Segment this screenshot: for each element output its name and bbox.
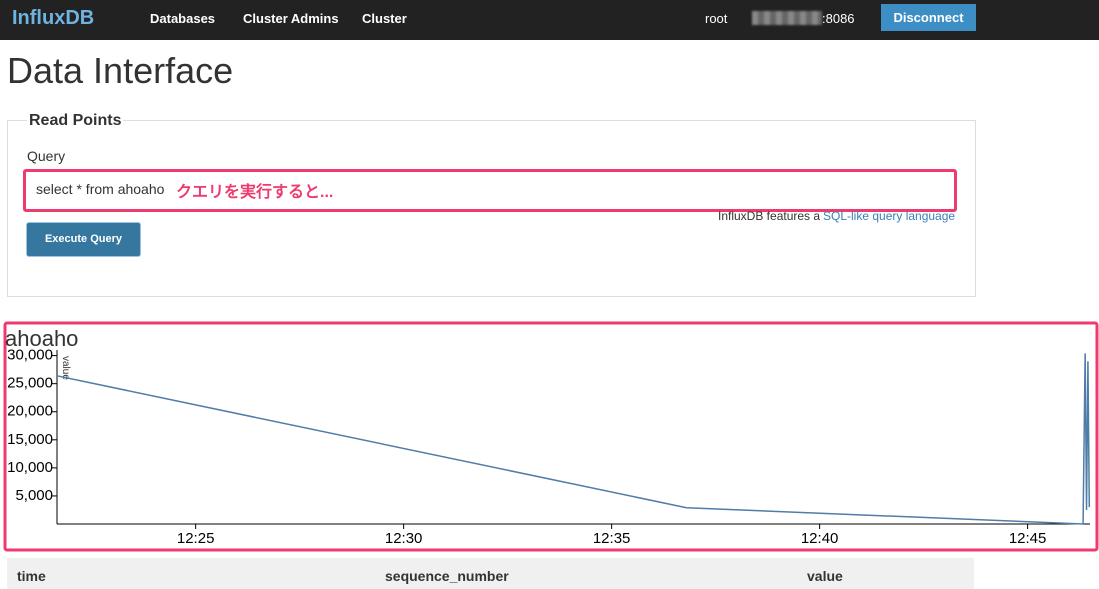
help-text: InfluxDB features a <box>718 209 821 223</box>
series-line <box>56 353 1091 525</box>
annotation: クエリを実行すると... <box>176 184 334 201</box>
legend: Read Points <box>27 112 124 130</box>
y-tick-label: 10,000 <box>7 459 53 476</box>
disconnect-button[interactable]: Disconnect <box>881 4 976 31</box>
y-tick-label: 5,000 <box>15 487 53 504</box>
y-axis-label: value <box>60 356 71 380</box>
x-tick-label: 12:25 <box>177 530 215 547</box>
x-tick-label: 12:35 <box>593 530 631 547</box>
brand[interactable]: InfluxDB <box>12 7 95 29</box>
page-title: Data Interface <box>7 50 234 91</box>
header-cell: sequence_number <box>385 568 509 584</box>
execute-button[interactable]: Execute Query <box>26 222 141 257</box>
nav-link[interactable]: Databases <box>150 11 216 26</box>
query-input[interactable] <box>23 169 957 212</box>
table-header: time sequence_number value <box>7 558 974 589</box>
query-text: select * from ahoaho <box>36 181 165 197</box>
header-cell: time <box>17 568 46 584</box>
user: root <box>705 11 728 26</box>
nav-link[interactable]: Cluster <box>362 11 407 26</box>
x-tick-label: 12:45 <box>1009 530 1047 547</box>
chart-title: ahoaho <box>5 326 78 351</box>
x-tick-label: 12:40 <box>801 530 839 547</box>
help-link[interactable]: SQL-like query language <box>823 209 956 223</box>
navbar: InfluxDB Databases Cluster Admins Cluste… <box>0 0 1099 40</box>
query-label: Query <box>27 148 66 164</box>
y-tick-label: 15,000 <box>7 431 53 448</box>
y-tick-label: 30,000 <box>7 347 53 364</box>
header-cell: value <box>807 568 843 584</box>
nav-link[interactable]: Cluster Admins <box>243 11 339 26</box>
y-tick-label: 20,000 <box>7 403 53 420</box>
highlight-box <box>3 321 1099 552</box>
fieldset <box>7 120 976 297</box>
y-tick-label: 25,000 <box>7 375 53 392</box>
host-port: :8086 <box>822 11 855 26</box>
plot: 30,000 25,000 20,000 15,000 10,000 5,000 12:25… <box>7 347 1091 547</box>
blurred-host <box>752 11 822 25</box>
x-tick-label: 12:30 <box>385 530 423 547</box>
